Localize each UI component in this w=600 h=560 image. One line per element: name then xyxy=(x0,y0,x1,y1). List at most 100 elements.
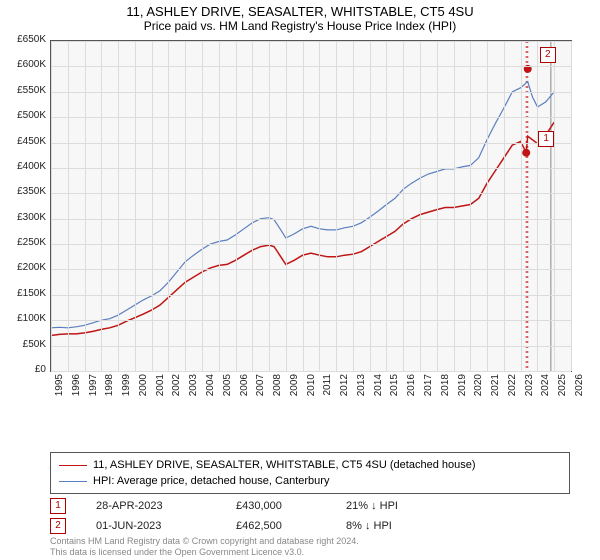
gridline-vertical xyxy=(202,41,203,371)
x-tick-label: 2018 xyxy=(440,374,451,414)
sale-label-box: 1 xyxy=(538,131,554,147)
x-tick-label: 1998 xyxy=(104,374,115,414)
gridline-vertical xyxy=(537,41,538,371)
legend-box: 11, ASHLEY DRIVE, SEASALTER, WHITSTABLE,… xyxy=(50,452,570,494)
gridline-horizontal xyxy=(51,193,571,194)
y-tick-label: £50K xyxy=(2,339,46,350)
gridline-vertical xyxy=(51,41,52,371)
y-tick-label: £350K xyxy=(2,186,46,197)
gridline-horizontal xyxy=(51,371,571,372)
y-tick-label: £100K xyxy=(2,313,46,324)
gridline-vertical xyxy=(168,41,169,371)
legend-label: 11, ASHLEY DRIVE, SEASALTER, WHITSTABLE,… xyxy=(93,457,476,473)
x-tick-label: 2026 xyxy=(574,374,585,414)
chart-title: 11, ASHLEY DRIVE, SEASALTER, WHITSTABLE,… xyxy=(0,4,600,19)
chart-subtitle: Price paid vs. HM Land Registry's House … xyxy=(0,19,600,33)
x-tick-label: 2021 xyxy=(490,374,501,414)
footer-line-1: Contains HM Land Registry data © Crown c… xyxy=(50,536,359,547)
x-tick-label: 2025 xyxy=(557,374,568,414)
y-tick-label: £650K xyxy=(2,34,46,45)
gridline-vertical xyxy=(135,41,136,371)
gridline-vertical xyxy=(403,41,404,371)
gridline-vertical xyxy=(286,41,287,371)
gridline-vertical xyxy=(219,41,220,371)
y-tick-label: £500K xyxy=(2,110,46,121)
x-tick-label: 2011 xyxy=(322,374,333,414)
gridline-vertical xyxy=(504,41,505,371)
x-tick-label: 2022 xyxy=(507,374,518,414)
gridline-vertical xyxy=(554,41,555,371)
gridline-horizontal xyxy=(51,66,571,67)
gridline-vertical xyxy=(101,41,102,371)
x-tick-label: 2017 xyxy=(423,374,434,414)
sale-price: £462,500 xyxy=(236,520,316,532)
gridline-horizontal xyxy=(51,143,571,144)
gridline-vertical xyxy=(152,41,153,371)
chart-wrap: 12 £0£50K£100K£150K£200K£250K£300K£350K£… xyxy=(0,40,600,410)
y-tick-label: £600K xyxy=(2,59,46,70)
x-tick-label: 2013 xyxy=(356,374,367,414)
x-tick-label: 2008 xyxy=(272,374,283,414)
gridline-horizontal xyxy=(51,117,571,118)
legend-row: HPI: Average price, detached house, Cant… xyxy=(59,473,561,489)
y-tick-label: £250K xyxy=(2,237,46,248)
x-tick-label: 2023 xyxy=(524,374,535,414)
sale-label-box: 2 xyxy=(540,47,556,63)
y-tick-label: £300K xyxy=(2,212,46,223)
x-tick-label: 1999 xyxy=(121,374,132,414)
chart-container: 11, ASHLEY DRIVE, SEASALTER, WHITSTABLE,… xyxy=(0,0,600,560)
chart-svg xyxy=(51,41,571,371)
x-tick-label: 2012 xyxy=(339,374,350,414)
gridline-vertical xyxy=(303,41,304,371)
gridline-horizontal xyxy=(51,346,571,347)
y-tick-label: £150K xyxy=(2,288,46,299)
gridline-vertical xyxy=(437,41,438,371)
sale-row: 128-APR-2023£430,00021% ↓ HPI xyxy=(50,498,570,514)
x-tick-label: 2000 xyxy=(138,374,149,414)
legend-row: 11, ASHLEY DRIVE, SEASALTER, WHITSTABLE,… xyxy=(59,457,561,473)
footer-attribution: Contains HM Land Registry data © Crown c… xyxy=(50,536,359,558)
sale-change: 8% ↓ HPI xyxy=(346,520,456,532)
sale-date: 01-JUN-2023 xyxy=(96,520,206,532)
gridline-horizontal xyxy=(51,320,571,321)
x-tick-label: 2001 xyxy=(155,374,166,414)
y-tick-label: £400K xyxy=(2,161,46,172)
title-block: 11, ASHLEY DRIVE, SEASALTER, WHITSTABLE,… xyxy=(0,0,600,33)
x-tick-label: 2002 xyxy=(171,374,182,414)
x-tick-label: 2009 xyxy=(289,374,300,414)
plot-area: 12 xyxy=(50,40,572,372)
gridline-horizontal xyxy=(51,92,571,93)
gridline-vertical xyxy=(252,41,253,371)
gridline-vertical xyxy=(571,41,572,371)
gridline-horizontal xyxy=(51,295,571,296)
gridline-horizontal xyxy=(51,219,571,220)
gridline-vertical xyxy=(370,41,371,371)
sale-price: £430,000 xyxy=(236,500,316,512)
x-tick-label: 2015 xyxy=(389,374,400,414)
footer-line-2: This data is licensed under the Open Gov… xyxy=(50,547,359,558)
legend-line-icon xyxy=(59,481,87,482)
gridline-vertical xyxy=(420,41,421,371)
gridline-vertical xyxy=(454,41,455,371)
gridline-horizontal xyxy=(51,41,571,42)
sale-row: 201-JUN-2023£462,5008% ↓ HPI xyxy=(50,518,570,534)
sales-block: 128-APR-2023£430,00021% ↓ HPI201-JUN-202… xyxy=(50,494,570,534)
x-tick-label: 1997 xyxy=(88,374,99,414)
gridline-vertical xyxy=(521,41,522,371)
sale-point-icon xyxy=(522,149,530,157)
x-tick-label: 2005 xyxy=(222,374,233,414)
gridline-horizontal xyxy=(51,244,571,245)
gridline-vertical xyxy=(68,41,69,371)
legend-line-icon xyxy=(59,465,87,466)
x-tick-label: 2004 xyxy=(205,374,216,414)
x-tick-label: 2010 xyxy=(306,374,317,414)
gridline-vertical xyxy=(269,41,270,371)
gridline-vertical xyxy=(470,41,471,371)
x-tick-label: 2024 xyxy=(540,374,551,414)
sale-marker-icon: 1 xyxy=(50,498,66,514)
legend-label: HPI: Average price, detached house, Cant… xyxy=(93,473,329,489)
sale-change: 21% ↓ HPI xyxy=(346,500,456,512)
y-tick-label: £0 xyxy=(2,364,46,375)
gridline-vertical xyxy=(487,41,488,371)
x-tick-label: 1995 xyxy=(54,374,65,414)
